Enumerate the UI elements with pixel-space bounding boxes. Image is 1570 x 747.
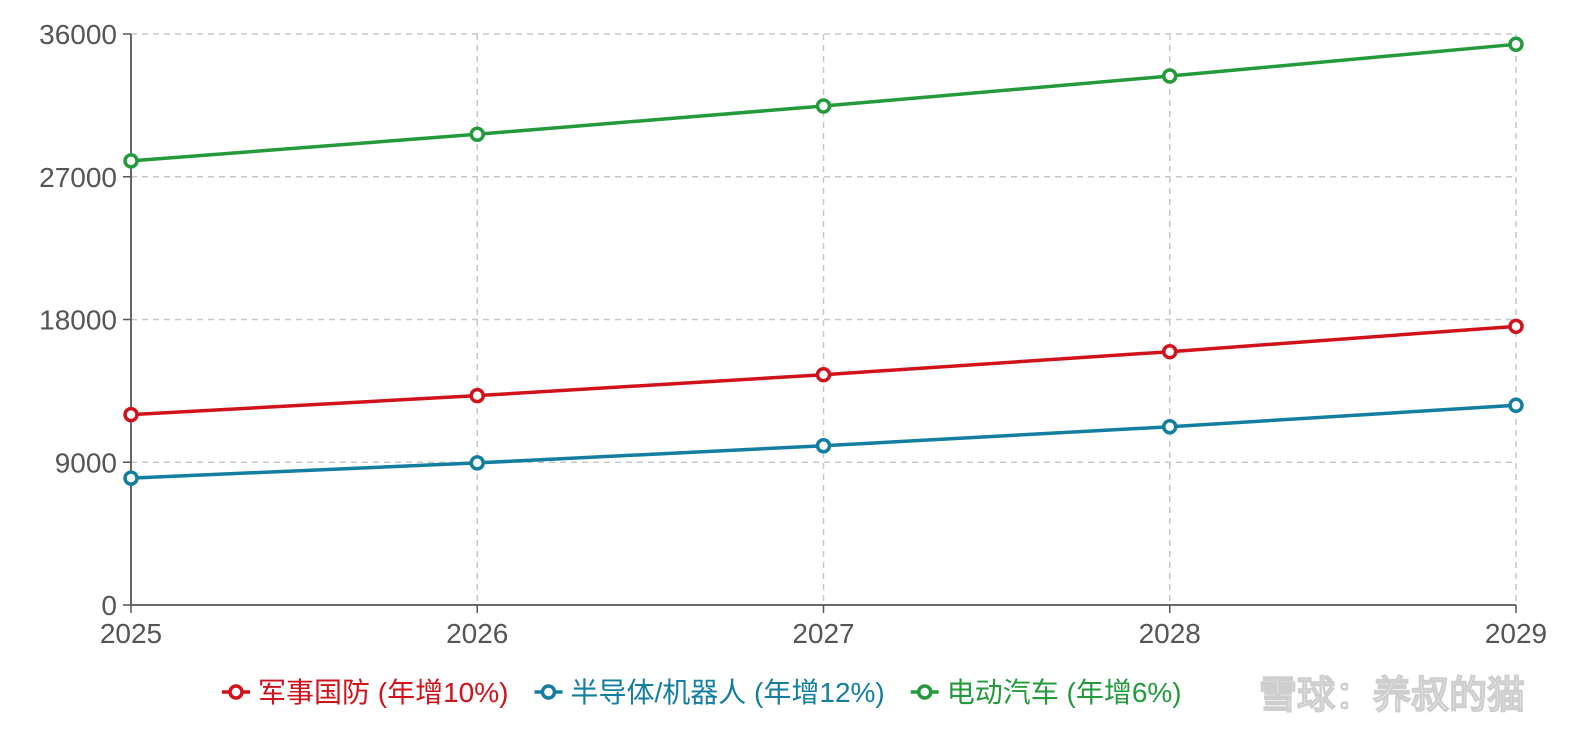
x-tick-label: 2025 bbox=[100, 618, 162, 649]
grid-layer bbox=[131, 33, 1517, 605]
legend[interactable]: 军事国防 (年增10%) 半导体/机器人 (年增12%) 电动汽车 (年增6%) bbox=[222, 677, 1182, 708]
data-point[interactable] bbox=[469, 126, 485, 142]
data-point[interactable] bbox=[1508, 397, 1524, 414]
x-tick-label: 2029 bbox=[1485, 618, 1547, 649]
data-point[interactable] bbox=[123, 153, 139, 169]
data-point[interactable] bbox=[123, 406, 139, 423]
data-point[interactable] bbox=[1162, 418, 1178, 435]
y-tick-label: 27000 bbox=[39, 162, 117, 193]
x-tick-label: 2026 bbox=[446, 618, 508, 649]
y-tick-label: 18000 bbox=[39, 305, 117, 336]
series-2 bbox=[123, 36, 1524, 169]
data-point[interactable] bbox=[469, 455, 485, 471]
data-point[interactable] bbox=[469, 387, 485, 404]
data-point[interactable] bbox=[815, 438, 832, 454]
axis-layer: 0 9000 18000 27000 36000 2025 2026 2027 2028 2029 bbox=[39, 19, 1547, 649]
series-0 bbox=[123, 318, 1524, 423]
data-point[interactable] bbox=[1508, 318, 1524, 335]
y-tick-label: 0 bbox=[101, 590, 117, 621]
x-tick-label: 2028 bbox=[1139, 618, 1201, 649]
data-point[interactable] bbox=[815, 98, 832, 114]
watermark-text: 雪球：养叔的猫 bbox=[1259, 675, 1525, 717]
data-point[interactable] bbox=[1162, 68, 1178, 84]
data-point[interactable] bbox=[815, 366, 832, 383]
legend-item[interactable]: 半导体/机器人 (年增12%) bbox=[534, 677, 885, 708]
data-point[interactable] bbox=[1162, 343, 1178, 360]
y-tick-label: 9000 bbox=[55, 447, 117, 478]
legend-item[interactable]: 电动汽车 (年增6%) bbox=[910, 677, 1182, 708]
series-1 bbox=[123, 397, 1524, 486]
legend-label: 军事国防 (年增10%) bbox=[258, 677, 508, 708]
series-layer bbox=[123, 36, 1524, 486]
legend-marker-icon bbox=[540, 684, 557, 700]
legend-item[interactable]: 军事国防 (年增10%) bbox=[222, 677, 508, 708]
legend-label: 电动汽车 (年增6%) bbox=[947, 677, 1182, 708]
y-tick-label: 36000 bbox=[39, 19, 117, 50]
legend-marker-icon bbox=[228, 684, 244, 700]
x-tick-label: 2027 bbox=[792, 618, 854, 649]
data-point[interactable] bbox=[123, 470, 139, 486]
data-point[interactable] bbox=[1508, 36, 1524, 53]
legend-label: 半导体/机器人 (年增12%) bbox=[570, 677, 884, 708]
legend-marker-icon bbox=[916, 684, 933, 700]
